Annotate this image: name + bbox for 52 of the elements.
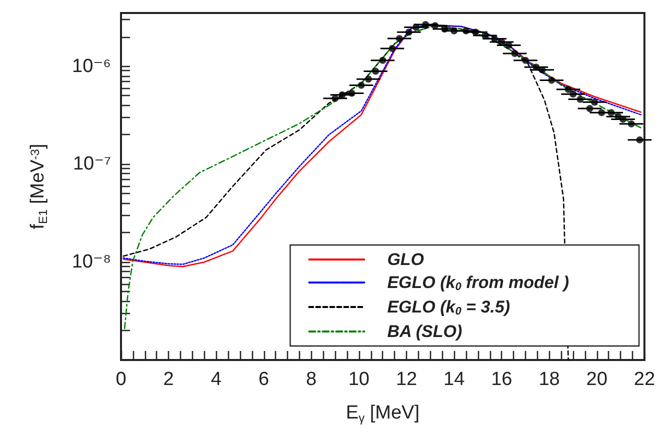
point — [564, 86, 572, 93]
point — [608, 109, 615, 116]
point — [586, 105, 594, 112]
point — [405, 28, 412, 36]
point — [358, 82, 365, 89]
point — [396, 35, 403, 42]
point — [462, 27, 470, 34]
point — [598, 109, 606, 116]
point — [441, 26, 448, 33]
y-tick-label: 10⁻⁶ — [72, 56, 111, 77]
x-tick-label: 6 — [258, 369, 270, 390]
legend-label: BA (SLO) — [387, 322, 462, 341]
point — [364, 76, 372, 83]
y-tick-label: 10⁻⁷ — [72, 154, 112, 175]
x-tick-label: 18 — [538, 369, 560, 390]
x-tick-label: 10 — [348, 369, 370, 390]
point — [372, 68, 380, 75]
point — [505, 42, 512, 49]
point — [590, 98, 598, 106]
point — [348, 90, 356, 97]
x-tick-label: 12 — [396, 369, 418, 390]
x-tick-label: 14 — [444, 369, 466, 390]
point — [412, 24, 420, 31]
x-tick-label: 16 — [491, 369, 512, 390]
x-tick-label: 4 — [210, 369, 222, 390]
x-tick-label: 8 — [306, 369, 317, 390]
point — [620, 116, 627, 123]
y-axis-title: fE1 [MeV-3] — [28, 144, 50, 230]
point — [511, 50, 518, 58]
point — [538, 66, 546, 74]
point — [522, 56, 529, 64]
point — [570, 90, 577, 98]
point — [388, 44, 396, 52]
point — [379, 56, 386, 64]
point — [450, 27, 458, 34]
point — [628, 120, 635, 128]
point — [576, 96, 584, 103]
point — [482, 32, 489, 40]
point — [491, 35, 498, 42]
y-tick-label: 10⁻⁸ — [72, 252, 111, 273]
point — [332, 94, 339, 102]
x-tick-label: 2 — [163, 369, 174, 390]
legend-label: GLO — [387, 250, 424, 269]
point — [548, 76, 556, 84]
x-tick-label: 20 — [586, 369, 608, 390]
x-tick-label: 22 — [634, 369, 656, 390]
x-tick-label: 0 — [116, 369, 126, 390]
point — [636, 136, 644, 144]
point — [432, 22, 439, 30]
point — [338, 91, 346, 98]
point — [532, 64, 540, 71]
point — [472, 28, 480, 36]
